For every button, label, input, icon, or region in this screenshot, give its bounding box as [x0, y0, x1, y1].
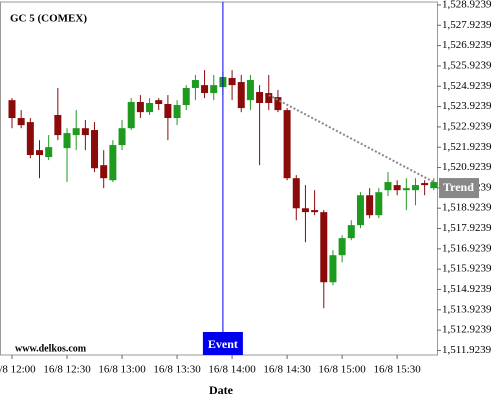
- candle-body: [228, 78, 236, 86]
- candle-body: [384, 182, 392, 191]
- candle-body: [411, 185, 419, 191]
- candle-body: [173, 105, 181, 119]
- candle-body: [191, 80, 199, 88]
- candle-body: [274, 97, 282, 111]
- x-tick-label: 16/8 12:00: [0, 364, 36, 376]
- candle-body: [338, 238, 346, 256]
- candle-body: [301, 208, 309, 213]
- candle-body: [320, 212, 328, 283]
- candle-body: [201, 85, 209, 94]
- candle-body: [54, 114, 62, 136]
- y-tick-label: 1,524.9239: [442, 80, 492, 92]
- candle-body: [72, 128, 80, 136]
- candle-body: [36, 150, 44, 156]
- event-label: Event: [208, 337, 238, 351]
- y-tick-label: 1,511.9239: [442, 344, 492, 356]
- candle-body: [17, 118, 25, 126]
- candle-body: [237, 82, 245, 109]
- candle-body: [430, 182, 438, 189]
- candle-body: [91, 130, 99, 169]
- candle-body: [393, 185, 401, 191]
- candle-body: [292, 178, 300, 209]
- candle-body: [375, 192, 383, 216]
- y-tick-label: 1,512.9239: [442, 324, 492, 336]
- candle-body: [311, 210, 319, 213]
- y-tick-label: 1,520.9239: [442, 161, 492, 173]
- y-tick-label: 1,521.9239: [442, 141, 492, 153]
- candle-body: [421, 183, 429, 186]
- candle-body: [81, 128, 89, 136]
- candle-body: [164, 104, 172, 119]
- candle-body: [347, 225, 355, 239]
- x-tick-label: 16/8 12:30: [43, 364, 91, 376]
- y-tick-label: 1,523.9239: [442, 100, 492, 112]
- y-tick-label: 1,517.9239: [442, 222, 492, 234]
- y-tick-label: 1,528.9239: [442, 0, 492, 11]
- candle-body: [136, 101, 144, 113]
- y-tick-label: 1,527.9239: [442, 19, 492, 31]
- candle-body: [402, 188, 410, 191]
- candle-body: [127, 101, 135, 129]
- x-tick-label: 16/8 13:00: [98, 364, 146, 376]
- candle-body: [118, 128, 126, 146]
- candle-body: [8, 100, 16, 119]
- candle-body: [109, 145, 117, 181]
- y-tick-label: 1,513.9239: [442, 303, 492, 315]
- candle-body: [246, 80, 254, 101]
- candle-body: [283, 110, 291, 179]
- candle-body: [100, 165, 108, 179]
- candle-body: [146, 103, 154, 113]
- y-tick-label: 1,526.9239: [442, 39, 492, 51]
- candle-body: [356, 195, 364, 226]
- x-tick-label: 16/8 15:00: [318, 364, 366, 376]
- y-tick-label: 1,522.9239: [442, 120, 492, 132]
- candle-body: [366, 195, 374, 216]
- y-tick-label: 1,525.9239: [442, 59, 492, 71]
- trend-box: [439, 178, 479, 199]
- y-tick-label: 1,514.9239: [442, 283, 492, 295]
- trend-label: Trend: [443, 180, 474, 194]
- x-axis-label: Date: [209, 383, 234, 397]
- candle-body: [26, 122, 34, 156]
- y-tick-label: 1,515.9239: [442, 263, 492, 275]
- chart-title: GC 5 (COMEX): [10, 13, 87, 25]
- event-box: [202, 332, 243, 355]
- x-tick-label: 16/8 14:00: [208, 364, 256, 376]
- y-tick-label: 1,516.9239: [442, 242, 492, 254]
- x-tick-label: 16/8 14:30: [263, 364, 311, 376]
- candle-body: [155, 100, 163, 105]
- candle-body: [329, 255, 337, 283]
- candle-body: [45, 147, 53, 158]
- trend-line: [268, 94, 435, 183]
- candle-body: [256, 92, 264, 104]
- watermark: www.delkos.com: [15, 343, 87, 354]
- y-tick-label: 1,518.9239: [442, 202, 492, 214]
- candle-body: [182, 87, 190, 106]
- x-tick-label: 16/8 13:30: [153, 364, 201, 376]
- candle-body: [210, 85, 218, 94]
- candle-body: [265, 93, 273, 104]
- x-tick-label: 16/8 15:30: [373, 364, 421, 376]
- candle-body: [63, 133, 71, 149]
